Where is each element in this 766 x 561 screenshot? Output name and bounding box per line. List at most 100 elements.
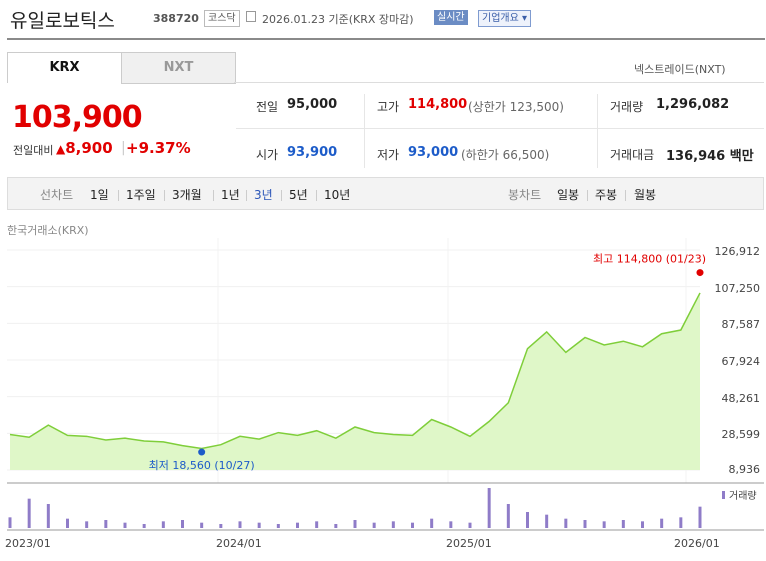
- x-tick-label: 2024/01: [216, 537, 262, 550]
- company-overview-label: 기업개요: [482, 13, 519, 24]
- volume-bar: [142, 524, 146, 528]
- period-1w[interactable]: 1주일: [126, 188, 156, 202]
- volume-label: 거래량: [610, 100, 644, 114]
- low-annotation: 최저 18,560 (10/27): [149, 459, 255, 472]
- prev-close-label: 전일: [256, 100, 279, 114]
- nxt-link[interactable]: 넥스트레이드(NXT): [634, 63, 726, 76]
- period-divider: [213, 190, 214, 201]
- tab-krx[interactable]: KRX: [7, 52, 122, 83]
- period-10y[interactable]: 10년: [324, 188, 351, 202]
- x-tick-label: 2025/01: [446, 537, 492, 550]
- candle-daily[interactable]: 일봉: [557, 188, 580, 202]
- volume-bar: [8, 517, 12, 528]
- stock-code: 388720: [153, 12, 199, 25]
- volume-bar: [391, 521, 395, 528]
- price-line: [9, 292, 701, 450]
- volume-bar: [564, 518, 568, 528]
- quote-row-divider: [236, 128, 764, 129]
- volume-bar: [353, 520, 357, 528]
- price-change: ▲8,900: [56, 139, 113, 157]
- volume-bar: [276, 524, 280, 528]
- high-value: 114,800: [408, 97, 468, 112]
- lower-limit: (하한가 66,500): [461, 148, 550, 162]
- current-price: 103,900: [12, 100, 143, 135]
- volume-bar: [85, 521, 89, 528]
- base-date: 2026.01.23 기준(KRX 장마감): [262, 13, 414, 26]
- chevron-down-icon: ▾: [522, 13, 528, 24]
- open-label: 시가: [256, 148, 279, 162]
- volume-bar: [526, 512, 529, 528]
- period-5y[interactable]: 5년: [289, 188, 308, 202]
- amount-label: 거래대금: [610, 148, 655, 162]
- volume-bar: [679, 517, 683, 528]
- candle-weekly[interactable]: 주봉: [595, 188, 618, 202]
- company-overview-button[interactable]: 기업개요 ▾: [478, 10, 532, 27]
- prev-close-value: 95,000: [287, 97, 338, 112]
- market-badge: 코스닥: [204, 10, 240, 27]
- up-triangle-icon: ▲: [56, 142, 66, 156]
- volume-legend: 거래량: [729, 490, 757, 502]
- y-tick-label: 48,261: [721, 392, 761, 405]
- period-divider: [587, 190, 588, 201]
- volume-bar: [66, 518, 69, 528]
- volume-bar: [411, 522, 414, 528]
- y-tick-label: 8,936: [728, 463, 761, 476]
- low-marker: [198, 448, 206, 456]
- document-icon: [246, 11, 256, 22]
- volume-bar: [372, 522, 376, 528]
- period-divider: [246, 190, 247, 201]
- price-change-value: 8,900: [65, 139, 113, 157]
- quote-divider: [364, 94, 365, 168]
- period-3y[interactable]: 3년: [254, 188, 273, 202]
- y-tick-label: 107,250: [714, 282, 761, 295]
- amount-value: 136,946 백만: [666, 149, 754, 164]
- candle-monthly[interactable]: 월봉: [634, 188, 657, 202]
- volume-bar: [506, 504, 510, 528]
- high-marker: [696, 269, 704, 277]
- header-divider: [7, 38, 765, 40]
- price-chart[interactable]: 최고 114,800 (01/23) 최저 18,560 (10/27) 거래량: [0, 238, 766, 561]
- low-value: 93,000: [408, 145, 459, 160]
- period-divider: [118, 190, 119, 201]
- volume-bar: [641, 521, 644, 528]
- volume-bar: [296, 522, 299, 528]
- y-tick-label: 67,924: [721, 355, 761, 368]
- period-1d[interactable]: 1일: [90, 188, 109, 202]
- period-divider: [164, 190, 165, 201]
- volume-bar: [698, 506, 702, 528]
- tab-underline: [234, 82, 764, 83]
- period-divider: [281, 190, 282, 201]
- change-separator: |: [121, 140, 126, 156]
- volume-bar: [238, 521, 242, 528]
- volume-bar: [583, 520, 587, 528]
- volume-bar: [181, 520, 184, 528]
- period-1y[interactable]: 1년: [221, 188, 240, 202]
- open-value: 93,900: [287, 145, 338, 160]
- volume-bar: [200, 522, 204, 528]
- volume-bar: [468, 522, 472, 528]
- period-divider: [316, 190, 317, 201]
- realtime-button[interactable]: 실시간: [434, 10, 468, 25]
- upper-limit: (상한가 123,500): [468, 100, 564, 114]
- volume-bar: [46, 504, 50, 528]
- high-label: 고가: [377, 100, 400, 114]
- volume-bar: [487, 488, 491, 528]
- volume-bar: [104, 520, 108, 528]
- low-label: 저가: [377, 148, 400, 162]
- volume-bar: [219, 524, 223, 528]
- x-tick-label: 2026/01: [674, 537, 720, 550]
- period-bar: [7, 177, 764, 210]
- volume-bar: [430, 518, 434, 528]
- period-3m[interactable]: 3개월: [172, 188, 202, 202]
- quote-divider: [597, 94, 598, 168]
- y-tick-label: 28,599: [721, 428, 761, 441]
- volume-bar: [27, 498, 31, 528]
- period-divider: [625, 190, 626, 201]
- tab-nxt[interactable]: NXT: [121, 52, 236, 84]
- stock-name: 유일로보틱스: [10, 10, 115, 32]
- volume-bar: [621, 520, 625, 528]
- volume-value: 1,296,082: [656, 97, 730, 112]
- line-chart-label: 선차트: [40, 188, 74, 202]
- volume-bar: [161, 521, 165, 528]
- y-tick-label: 126,912: [714, 245, 761, 258]
